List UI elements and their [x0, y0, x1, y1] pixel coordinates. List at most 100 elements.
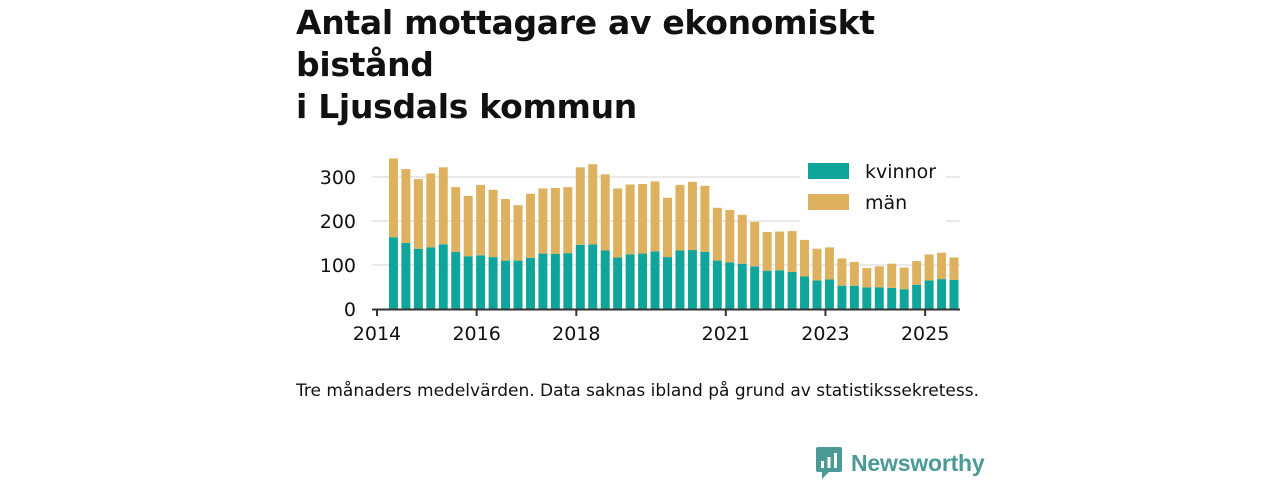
bar-kvinnor-33	[800, 276, 810, 309]
bar-man-33	[800, 239, 810, 277]
bar-kvinnor-5	[451, 251, 461, 309]
bar-man-19	[625, 184, 635, 255]
bar-man-23	[675, 184, 685, 251]
bar-man-1	[401, 169, 411, 243]
bar-kvinnor-8	[488, 257, 498, 309]
y-tick-label-0: 0	[344, 299, 356, 321]
bar-man-10	[513, 205, 523, 261]
bar-kvinnor-26	[712, 260, 722, 309]
y-tick-label-300: 300	[320, 167, 356, 189]
axes-group: 0 100 200 300 2014 2016 2018 2021 2023 2025	[320, 167, 960, 345]
bar-kvinnor-37	[849, 285, 859, 309]
x-tick-label-2025: 2025	[901, 323, 949, 345]
bar-man-29	[750, 221, 760, 267]
bar-kvinnor-1	[401, 243, 411, 309]
bar-kvinnor-23	[675, 250, 685, 309]
bar-man-35	[824, 247, 834, 280]
bar-kvinnor-2	[413, 248, 423, 309]
bar-kvinnor-45	[949, 279, 959, 309]
legend-swatch-man	[808, 194, 849, 210]
bars-group	[388, 158, 959, 309]
bar-man-41	[899, 267, 909, 290]
bar-kvinnor-30	[762, 270, 772, 309]
bar-man-40	[887, 263, 897, 288]
legend-label-kvinnor: kvinnor	[865, 161, 936, 183]
bar-kvinnor-44	[937, 279, 947, 309]
bar-kvinnor-27	[725, 262, 735, 309]
brand-logo[interactable]: Newsworthy	[815, 446, 985, 480]
bar-man-17	[600, 174, 610, 251]
bar-kvinnor-7	[476, 255, 486, 309]
bar-chart-speech-icon	[816, 447, 842, 479]
bar-man-7	[476, 184, 486, 256]
bar-man-45	[949, 257, 959, 280]
bar-man-44	[937, 252, 947, 280]
bar-kvinnor-10	[513, 260, 523, 309]
bar-man-43	[924, 254, 934, 281]
x-tick-label-2016: 2016	[452, 323, 500, 345]
bar-man-20	[638, 184, 648, 254]
bar-kvinnor-24	[687, 250, 697, 309]
bar-man-39	[874, 266, 884, 288]
bar-man-22	[663, 197, 672, 258]
bar-kvinnor-13	[550, 254, 560, 309]
bar-kvinnor-3	[426, 247, 436, 309]
bar-man-11	[525, 193, 535, 258]
bar-kvinnor-11	[525, 257, 535, 309]
bar-kvinnor-18	[613, 257, 623, 309]
bar-man-12	[538, 188, 548, 254]
bar-kvinnor-20	[638, 253, 648, 309]
bar-man-2	[413, 179, 423, 249]
bar-man-9	[501, 199, 511, 261]
bar-kvinnor-28	[737, 263, 747, 309]
bar-man-16	[588, 164, 598, 245]
bar-kvinnor-19	[625, 254, 635, 309]
bar-man-15	[575, 167, 585, 245]
bar-man-37	[849, 261, 859, 286]
bar-kvinnor-31	[775, 270, 785, 309]
bar-man-14	[563, 187, 573, 254]
bar-man-24	[687, 181, 697, 251]
bar-kvinnor-35	[824, 279, 834, 309]
legend-swatch-kvinnor	[808, 163, 849, 179]
title-line-1: Antal mottagare av ekonomiskt bistånd	[296, 3, 875, 84]
bar-kvinnor-29	[750, 266, 760, 309]
bar-kvinnor-39	[874, 287, 884, 309]
title-line-2: i Ljusdals kommun	[296, 87, 637, 126]
bar-kvinnor-25	[700, 251, 710, 309]
bar-kvinnor-21	[650, 251, 660, 309]
bar-man-3	[426, 173, 436, 248]
x-tick-label-2018: 2018	[552, 323, 600, 345]
bar-kvinnor-42	[912, 284, 922, 309]
bar-kvinnor-32	[787, 272, 797, 309]
bar-kvinnor-15	[575, 244, 585, 309]
bar-kvinnor-6	[463, 256, 473, 309]
bar-kvinnor-38	[862, 287, 872, 309]
bar-man-36	[837, 258, 847, 286]
x-tick-label-2014: 2014	[353, 323, 401, 345]
bar-man-5	[451, 187, 461, 252]
bar-kvinnor-34	[812, 280, 822, 309]
page-title: Antal mottagare av ekonomiskt bistånd i …	[296, 2, 1016, 128]
y-tick-label-200: 200	[320, 211, 356, 233]
chart-caption: Tre månaders medelvärden. Data saknas ib…	[296, 381, 979, 401]
bar-man-4	[438, 167, 448, 245]
bar-man-28	[737, 214, 747, 264]
bar-kvinnor-40	[887, 287, 897, 309]
bar-kvinnor-41	[899, 289, 909, 309]
legend-label-man: män	[865, 192, 907, 214]
bar-man-26	[712, 207, 722, 261]
bar-kvinnor-9	[501, 260, 511, 309]
bar-man-6	[463, 195, 473, 257]
bar-kvinnor-22	[663, 257, 672, 309]
bar-man-30	[762, 232, 772, 271]
bar-man-13	[550, 188, 560, 254]
y-tick-label-100: 100	[320, 255, 356, 277]
bar-man-21	[650, 181, 660, 252]
bar-man-25	[700, 185, 710, 252]
bar-kvinnor-0	[388, 237, 398, 309]
bar-man-34	[812, 248, 822, 281]
bar-man-32	[787, 231, 797, 273]
brand-name: Newsworthy	[851, 449, 985, 476]
